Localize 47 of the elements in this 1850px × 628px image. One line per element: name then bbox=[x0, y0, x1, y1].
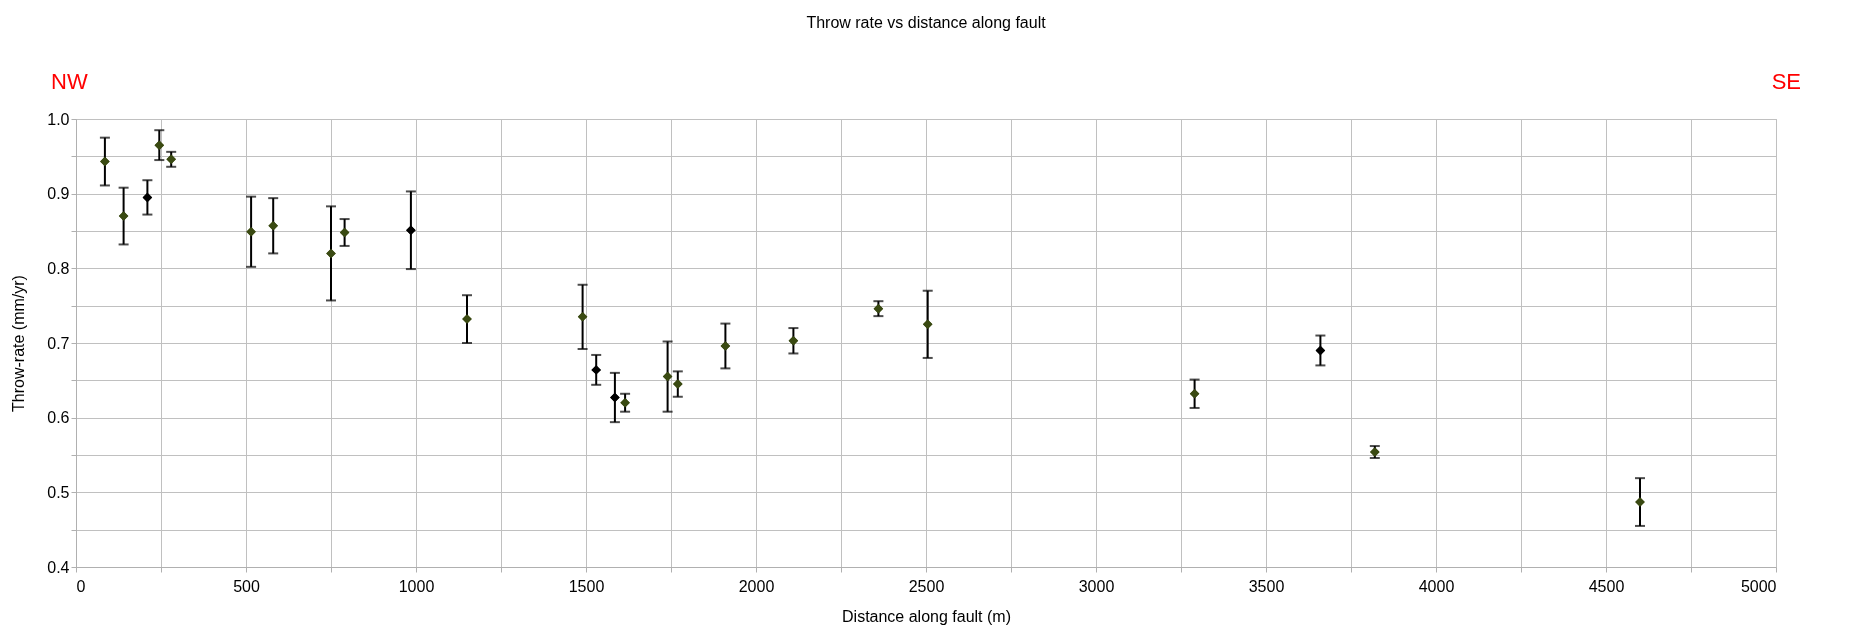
x-tick-label: 3500 bbox=[1248, 577, 1285, 595]
point bbox=[326, 248, 336, 259]
point bbox=[100, 156, 110, 167]
point bbox=[118, 211, 129, 221]
point bbox=[1189, 389, 1200, 399]
point bbox=[246, 227, 256, 237]
x-tick-label: 3000 bbox=[1078, 577, 1115, 595]
point bbox=[154, 140, 165, 150]
point bbox=[1315, 345, 1326, 356]
y-tick-label: 1.0 bbox=[47, 110, 70, 128]
y-axis-title: Throw-rate (mm/yr) bbox=[10, 275, 28, 412]
point bbox=[873, 303, 884, 314]
text: NW bbox=[51, 69, 88, 94]
point bbox=[662, 371, 673, 382]
point bbox=[142, 192, 153, 203]
x-tick-label: 4500 bbox=[1588, 577, 1625, 595]
point bbox=[166, 154, 176, 165]
point bbox=[1635, 497, 1645, 507]
x-tick-label: 1000 bbox=[398, 577, 435, 595]
point bbox=[591, 365, 601, 375]
x-tick-label: 5000 bbox=[1740, 577, 1777, 595]
x-tick-label: 500 bbox=[233, 577, 260, 595]
point bbox=[922, 319, 933, 330]
y-tick-label: 0.8 bbox=[47, 259, 70, 277]
point bbox=[620, 397, 630, 408]
point bbox=[406, 225, 416, 235]
y-tick-label: 0.4 bbox=[47, 558, 70, 576]
y-tick-label: 0.5 bbox=[47, 483, 70, 501]
x-tick-label: 4000 bbox=[1418, 577, 1455, 595]
y-tick-label: 0.9 bbox=[47, 185, 70, 203]
text: SE bbox=[1771, 69, 1801, 94]
y-tick-label: 0.6 bbox=[47, 409, 70, 427]
point bbox=[788, 336, 799, 346]
point bbox=[577, 312, 588, 322]
x-tick-label: 1500 bbox=[568, 577, 605, 595]
point bbox=[673, 379, 683, 389]
x-axis-title: Distance along fault (m) bbox=[842, 607, 1011, 625]
chart-title: Throw rate vs distance along fault bbox=[806, 14, 1047, 31]
point bbox=[462, 314, 472, 324]
x-tick-label: 0 bbox=[76, 577, 86, 595]
point bbox=[268, 221, 278, 231]
point bbox=[720, 341, 731, 351]
point bbox=[339, 227, 350, 238]
x-tick-label: 2500 bbox=[908, 577, 945, 595]
y-tick-label: 0.7 bbox=[47, 334, 70, 352]
point bbox=[610, 392, 620, 403]
x-tick-label: 2000 bbox=[738, 577, 775, 595]
